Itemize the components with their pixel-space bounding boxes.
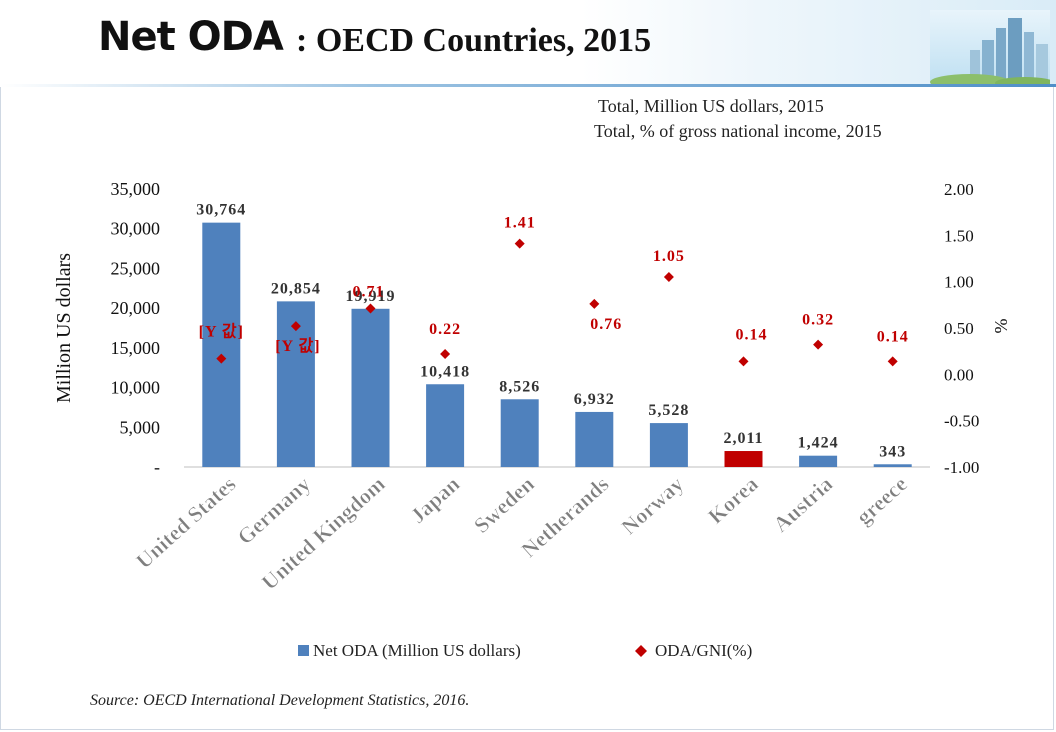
y2-tick-label: 1.50 <box>944 226 974 245</box>
title-main: Net ODA <box>98 14 284 60</box>
y2-tick-label: 0.00 <box>944 365 974 384</box>
city-skyline-image <box>930 10 1050 84</box>
header-line <box>0 84 1056 87</box>
gni-value-label: 0.32 <box>802 312 834 329</box>
gni-value-label: 1.41 <box>504 215 536 232</box>
bar-austria <box>799 455 838 467</box>
y-tick-label: 30,000 <box>111 219 161 239</box>
gni-marker <box>663 272 674 283</box>
subtitle-bar-units: Total, Million US dollars, 2015 <box>598 96 824 116</box>
x-tick-label: Korea <box>703 471 763 529</box>
bar-value-label: 6,932 <box>574 391 615 408</box>
gni-value-label: 0.76 <box>590 316 622 333</box>
legend-marker-swatch <box>635 645 647 657</box>
gni-marker <box>514 238 525 249</box>
y2-tick-label: 1.00 <box>944 273 974 292</box>
y2-tick-label: 0.50 <box>944 319 974 338</box>
gni-value-label: 0.14 <box>877 328 909 345</box>
y2-tick-label: -1.00 <box>944 458 979 477</box>
y-tick-label: 25,000 <box>111 258 161 278</box>
y-axis-label: Million US dollars <box>53 253 75 403</box>
gni-marker <box>813 339 824 350</box>
y-tick-label: 10,000 <box>111 378 161 398</box>
gni-value-label: 0.22 <box>429 321 461 338</box>
gni-marker <box>589 298 600 309</box>
x-tick-label: greece <box>851 471 912 529</box>
bar-value-label: 10,418 <box>420 363 470 380</box>
bar-korea <box>724 451 763 467</box>
bar-netherands <box>575 411 614 467</box>
y-tick-label: 20,000 <box>111 298 161 318</box>
x-tick-label: Japan <box>405 471 464 528</box>
bar-norway <box>649 423 688 467</box>
gni-value-label: 1.05 <box>653 248 685 265</box>
y-tick-label: 35,000 <box>111 179 161 199</box>
gni-marker <box>440 348 451 359</box>
bar-series: 30,764 20,854 19,919 10,418 8,526 6,932 5,528 2… <box>196 202 912 467</box>
bar-value-label: 19,919 <box>346 288 396 305</box>
gni-marker <box>887 356 898 367</box>
bar-value-label: 1,424 <box>798 435 839 452</box>
x-tick-label: United States <box>131 471 241 574</box>
bar-value-label: 20,854 <box>271 280 321 297</box>
gni-marker <box>365 303 376 314</box>
bar-japan <box>426 384 465 467</box>
y2-axis-label: % <box>991 319 1011 334</box>
y-tick-label: 5,000 <box>120 417 161 437</box>
gni-marker <box>290 321 301 332</box>
bar-sweden <box>500 399 539 467</box>
y-tick-label: - <box>154 457 160 477</box>
legend-bar-swatch <box>298 645 309 656</box>
legend-bar-label: Net ODA (Million US dollars) <box>313 641 521 660</box>
header-band <box>0 0 1056 86</box>
gni-value-label: 0.71 <box>353 284 385 301</box>
gni-value-label: [Y 값] <box>199 322 244 341</box>
gni-value-label: 0.14 <box>736 326 768 343</box>
marker-series: [Y 값] [Y 값] 0.71 0.22 1.41 0.76 1.05 0.14 0.32 0.… <box>199 215 909 367</box>
y-tick-label: 15,000 <box>111 338 161 358</box>
x-tick-label: Norway <box>616 471 688 539</box>
bar-united-states <box>202 222 241 467</box>
bar-united-kingdom <box>351 308 390 467</box>
bar-greece <box>873 464 912 467</box>
subtitle-gni-units: Total, % of gross national income, 2015 <box>594 121 882 141</box>
source-note: Source: OECD International Development S… <box>90 692 470 709</box>
y2-tick-label: -0.50 <box>944 412 979 431</box>
title-sub: : OECD Countries, 2015 <box>296 22 652 59</box>
bar-value-label: 343 <box>879 443 906 460</box>
legend-marker-label: ODA/GNI(%) <box>655 641 752 660</box>
y2-tick-label: 2.00 <box>944 180 974 199</box>
bar-value-label: 5,528 <box>648 402 689 419</box>
x-tick-label: United Kingdom <box>256 471 389 595</box>
bar-value-label: 30,764 <box>196 202 246 219</box>
gni-marker <box>738 356 749 367</box>
right-axis: -1.00 -0.50 0.00 0.50 1.00 1.50 2.00 <box>944 180 979 477</box>
bar-value-label: 2,011 <box>723 430 763 447</box>
x-tick-label: Sweden <box>469 471 539 538</box>
legend: Net ODA (Million US dollars) ODA/GNI(%) <box>298 641 752 660</box>
bar-value-label: 8,526 <box>499 378 540 395</box>
gni-value-label: [Y 값] <box>275 336 320 355</box>
gni-marker <box>216 353 227 364</box>
x-tick-label: Austria <box>768 471 837 537</box>
